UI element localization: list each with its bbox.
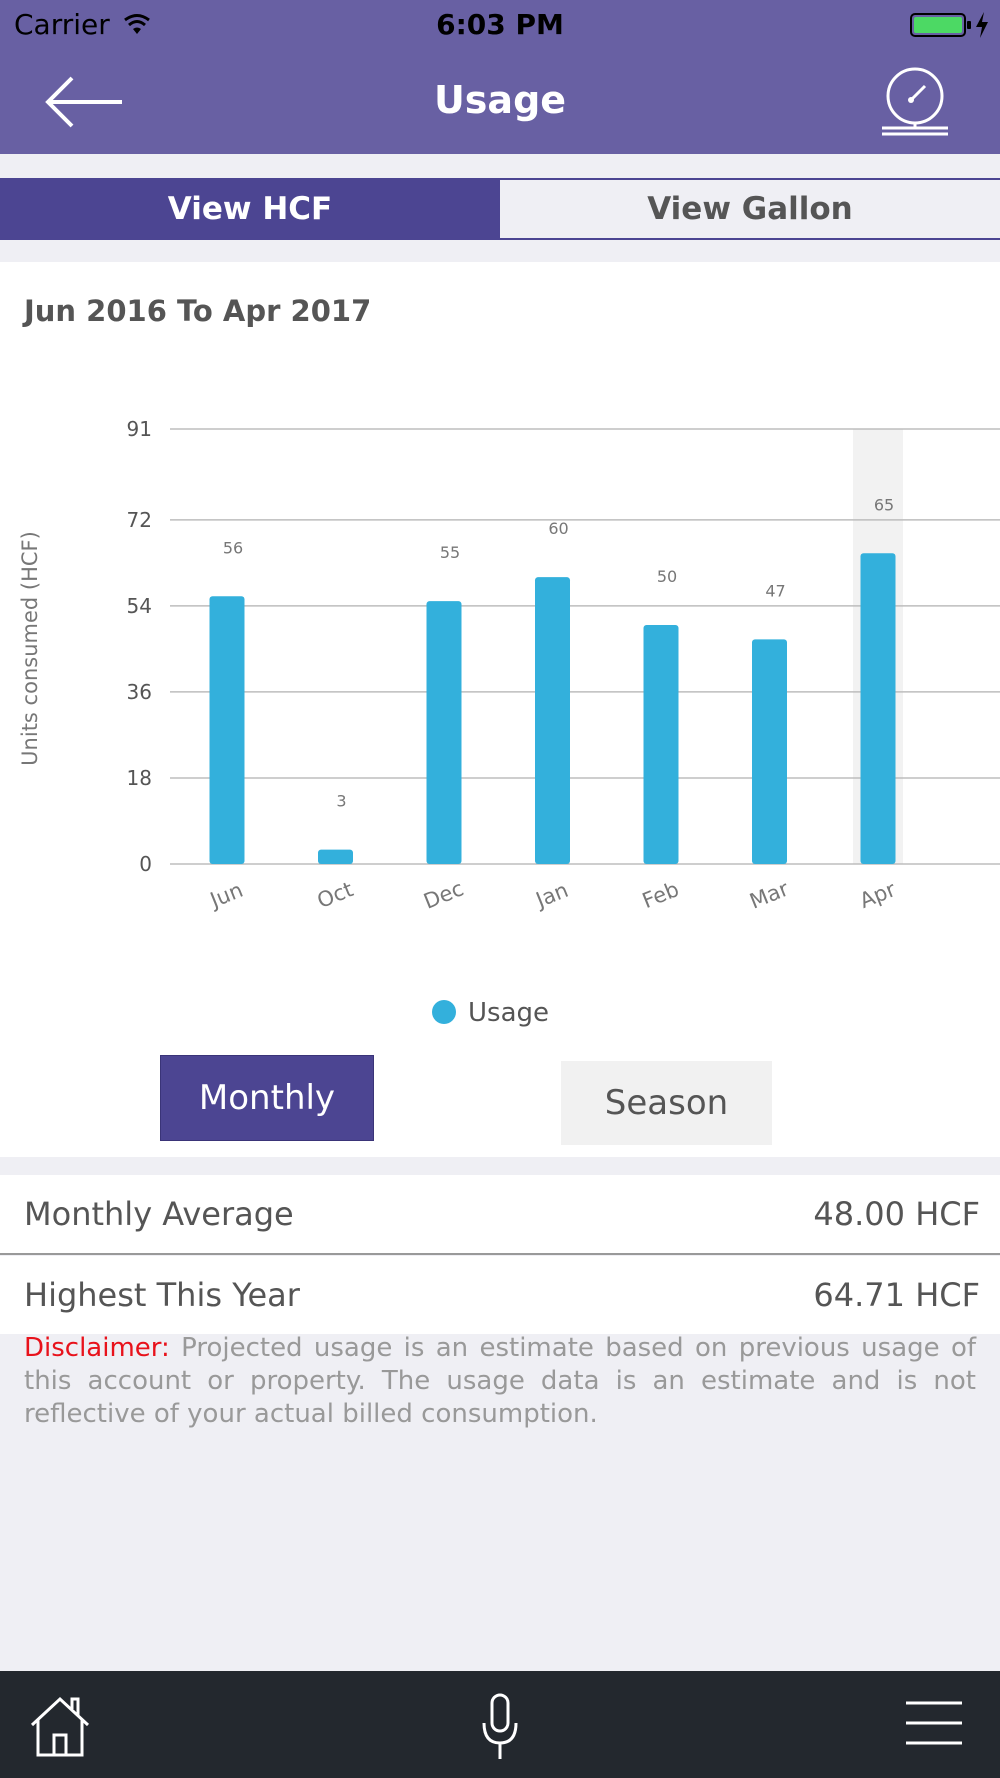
units-segmented-control: View HCF View Gallon [0, 178, 1000, 240]
x-tick-label: Dec [420, 876, 467, 913]
highest-this-year-row: Highest This Year 64.71 HCF [0, 1256, 1000, 1334]
data-label: 3 [336, 792, 346, 811]
bar-oct [318, 849, 353, 864]
data-label: 65 [874, 495, 894, 514]
bar-apr [860, 553, 896, 864]
data-label: 55 [440, 543, 460, 562]
highest-this-year-label: Highest This Year [24, 1276, 300, 1314]
y-axis-label: Units consumed (HCF) [18, 531, 42, 766]
usage-bar-chart: 0 18 36 54 72 91 Units consumed (HCF) 56 Jun 3 Oct… [18, 417, 1000, 1028]
nav-bar: Usage [0, 50, 1000, 154]
monthly-average-value: 48.00 HCF [813, 1195, 980, 1233]
view-gallon-tab[interactable]: View Gallon [500, 180, 1000, 238]
y-tick-label: 0 [139, 852, 152, 876]
data-label: 50 [657, 567, 677, 586]
y-tick-label: 54 [127, 594, 152, 618]
x-tick-label: Feb [639, 877, 682, 913]
status-bar: Carrier 6:03 PM [0, 0, 1000, 50]
wifi-icon [124, 14, 150, 34]
bar-mar [752, 639, 787, 864]
usage-chart-card: Jun 2016 To Apr 2017 0 18 36 54 72 91 Units co… [0, 262, 1000, 1157]
bar-feb [643, 624, 679, 864]
bottom-tab-bar [0, 1671, 1000, 1778]
x-tick-label: Jan [531, 878, 572, 913]
y-tick-label: 18 [127, 766, 152, 790]
battery-icon [910, 13, 971, 37]
charging-icon [976, 12, 988, 38]
view-hcf-tab[interactable]: View HCF [0, 180, 500, 238]
monthly-average-label: Monthly Average [24, 1195, 294, 1233]
disclaimer-label: Disclaimer: [24, 1333, 170, 1363]
y-tick-label: 72 [127, 508, 152, 532]
bar-jan [535, 577, 570, 864]
microphone-icon[interactable] [480, 1693, 520, 1761]
back-arrow-icon[interactable] [44, 76, 124, 128]
season-button[interactable]: Season [561, 1061, 772, 1145]
x-tick-label: Jun [205, 878, 246, 913]
x-tick-label: Oct [314, 877, 357, 913]
monthly-button[interactable]: Monthly [160, 1055, 374, 1141]
disclaimer: Disclaimer: Projected usage is an estima… [24, 1332, 976, 1431]
bar-dec [426, 601, 462, 864]
highest-this-year-value: 64.71 HCF [813, 1276, 980, 1314]
y-tick-label: 91 [127, 417, 152, 441]
meter-gauge-icon[interactable] [880, 66, 950, 138]
data-label: 56 [223, 538, 243, 557]
chart-date-range: Jun 2016 To Apr 2017 [24, 294, 372, 328]
legend-marker [432, 1000, 456, 1024]
home-icon[interactable] [28, 1693, 92, 1757]
x-tick-label: Mar [746, 876, 792, 913]
carrier-label: Carrier [14, 8, 110, 41]
disclaimer-text: Projected usage is an estimate based on … [24, 1333, 977, 1429]
menu-icon[interactable] [904, 1699, 964, 1747]
monthly-average-row: Monthly Average 48.00 HCF [0, 1175, 1000, 1255]
data-label: 60 [548, 519, 568, 538]
status-time: 6:03 PM [436, 8, 564, 41]
legend-label: Usage [468, 998, 549, 1028]
page-title: Usage [433, 78, 567, 122]
x-tick-label: Apr [856, 877, 899, 913]
data-label: 47 [765, 581, 785, 600]
bar-jun [209, 596, 245, 864]
y-tick-label: 36 [127, 680, 152, 704]
